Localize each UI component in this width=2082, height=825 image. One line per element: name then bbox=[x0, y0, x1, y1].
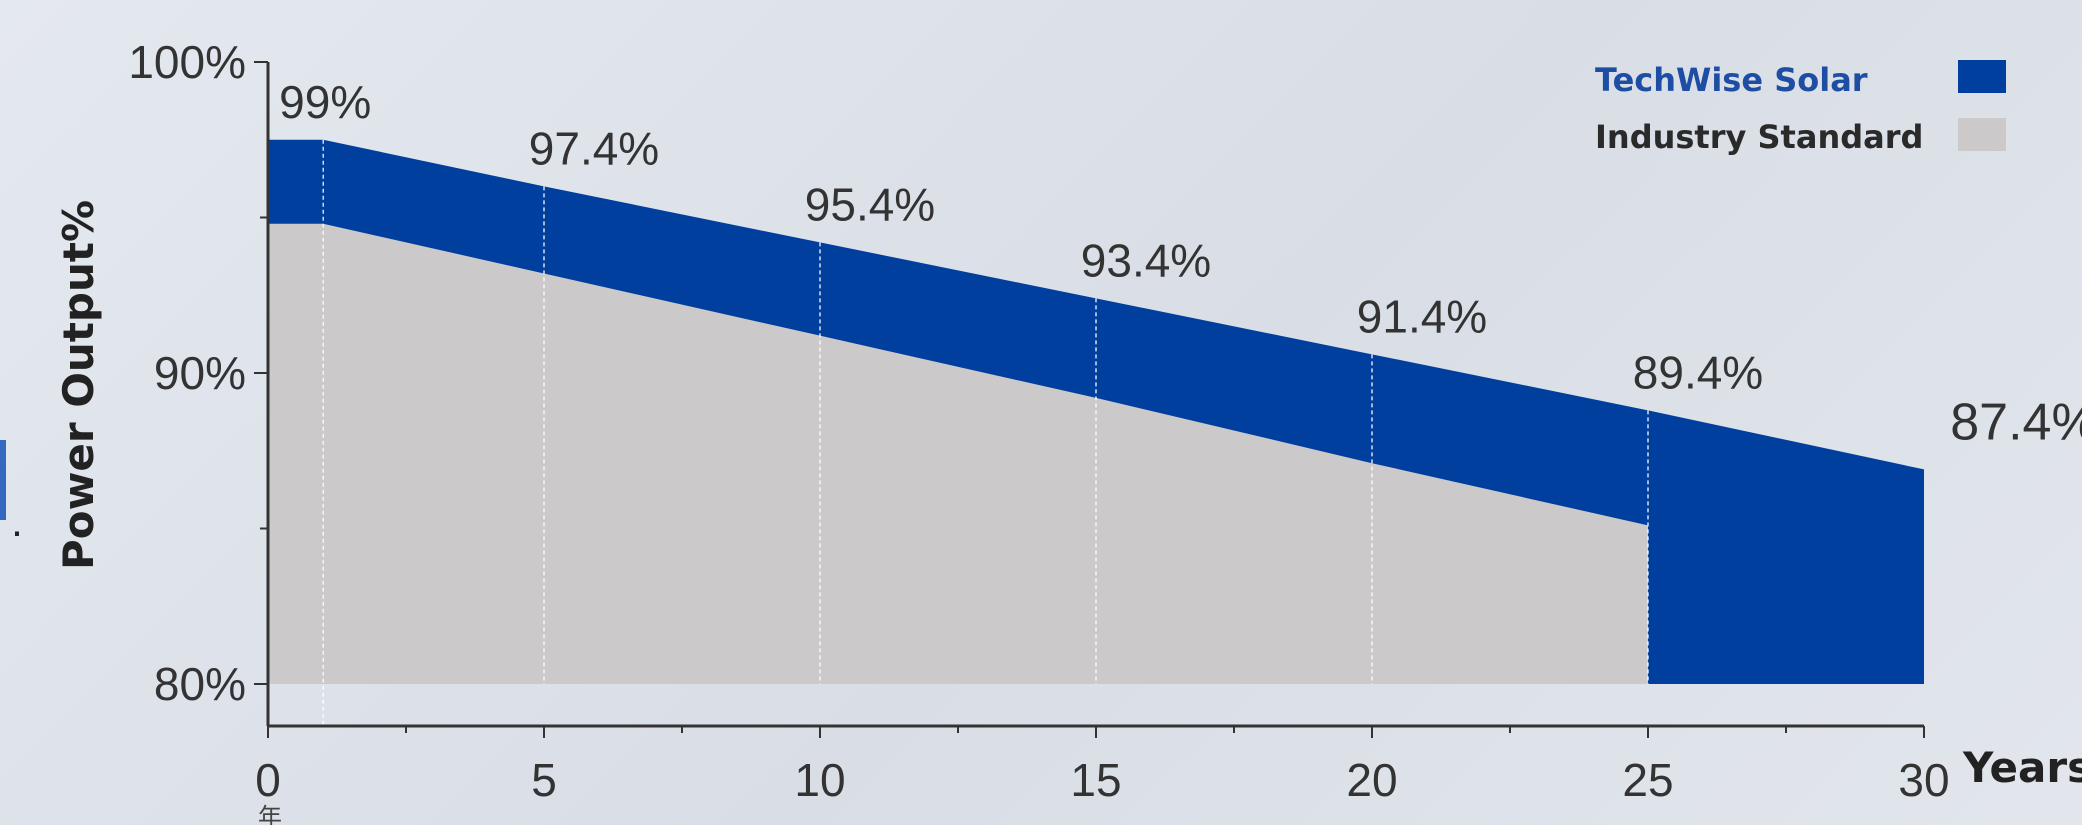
y-tick-label: 100% bbox=[128, 36, 246, 88]
data-label: 99% bbox=[279, 76, 371, 128]
series-area-industry bbox=[268, 223, 1648, 684]
left-edge-blue-bar bbox=[0, 440, 6, 520]
data-label: 95.4% bbox=[805, 178, 935, 230]
x-axis-title: Years bbox=[1962, 743, 2082, 792]
x-tick-label: 15 bbox=[1070, 754, 1121, 806]
data-label: 97.4% bbox=[529, 122, 659, 174]
data-label: 91.4% bbox=[1357, 290, 1487, 342]
legend-swatch-techwise bbox=[1958, 60, 2006, 93]
x-tick-label: 25 bbox=[1622, 754, 1673, 806]
legend-label-industry: Industry Standard bbox=[1595, 118, 1923, 156]
x-tick-label: 30 bbox=[1898, 754, 1949, 806]
legend-label-techwise: TechWise Solar bbox=[1595, 61, 1868, 99]
x-tick-label: 20 bbox=[1346, 754, 1397, 806]
y-ticks: 80% 90% 100% bbox=[128, 36, 268, 710]
left-edge-dot: · bbox=[10, 507, 24, 554]
y-axis-title: Power Output% bbox=[54, 200, 103, 570]
data-labels: 99% 97.4% 95.4% 93.4% 91.4% 89.4% 87.4% bbox=[279, 76, 2082, 452]
legend-swatch-industry bbox=[1958, 118, 2006, 151]
gridlines bbox=[322, 139, 1649, 726]
x-tick-label: 10 bbox=[794, 754, 845, 806]
x-tick-label: 5 bbox=[531, 754, 557, 806]
y-tick-label: 80% bbox=[154, 658, 246, 710]
legend: TechWise Solar Industry Standard bbox=[1595, 60, 2006, 156]
x-ticks: 0 5 10 15 20 25 30 bbox=[255, 726, 1950, 806]
data-label: 87.4% bbox=[1950, 393, 2082, 451]
below-zero-glyph: 年 bbox=[258, 804, 282, 825]
data-label: 93.4% bbox=[1081, 234, 1211, 286]
y-tick-label: 90% bbox=[154, 347, 246, 399]
data-label: 89.4% bbox=[1633, 346, 1763, 398]
left-edge-decoration: · bbox=[0, 440, 24, 554]
x-tick-label: 0 bbox=[255, 754, 281, 806]
